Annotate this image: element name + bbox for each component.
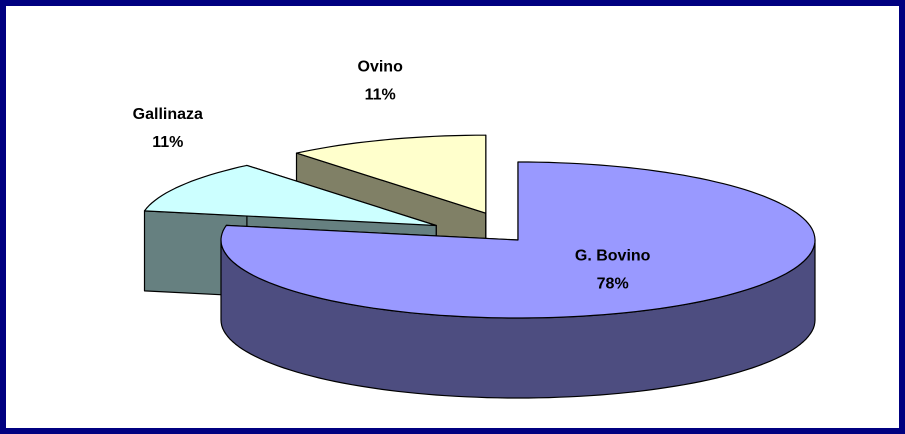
slice-top <box>143 164 437 227</box>
slice-value-label: 11% <box>152 134 183 151</box>
pie: G. Bovino 78% Gallinaza 11% Ovino 11% <box>133 58 816 399</box>
slice-top <box>295 134 487 214</box>
slice-label: Gallinaza <box>133 106 203 123</box>
slice-value-label: 11% <box>365 86 396 103</box>
slice-label: G. Bovino <box>575 247 651 264</box>
slice-top <box>220 161 816 319</box>
slice-label: Ovino <box>358 58 404 75</box>
slice-value-label: 78% <box>597 275 629 292</box>
